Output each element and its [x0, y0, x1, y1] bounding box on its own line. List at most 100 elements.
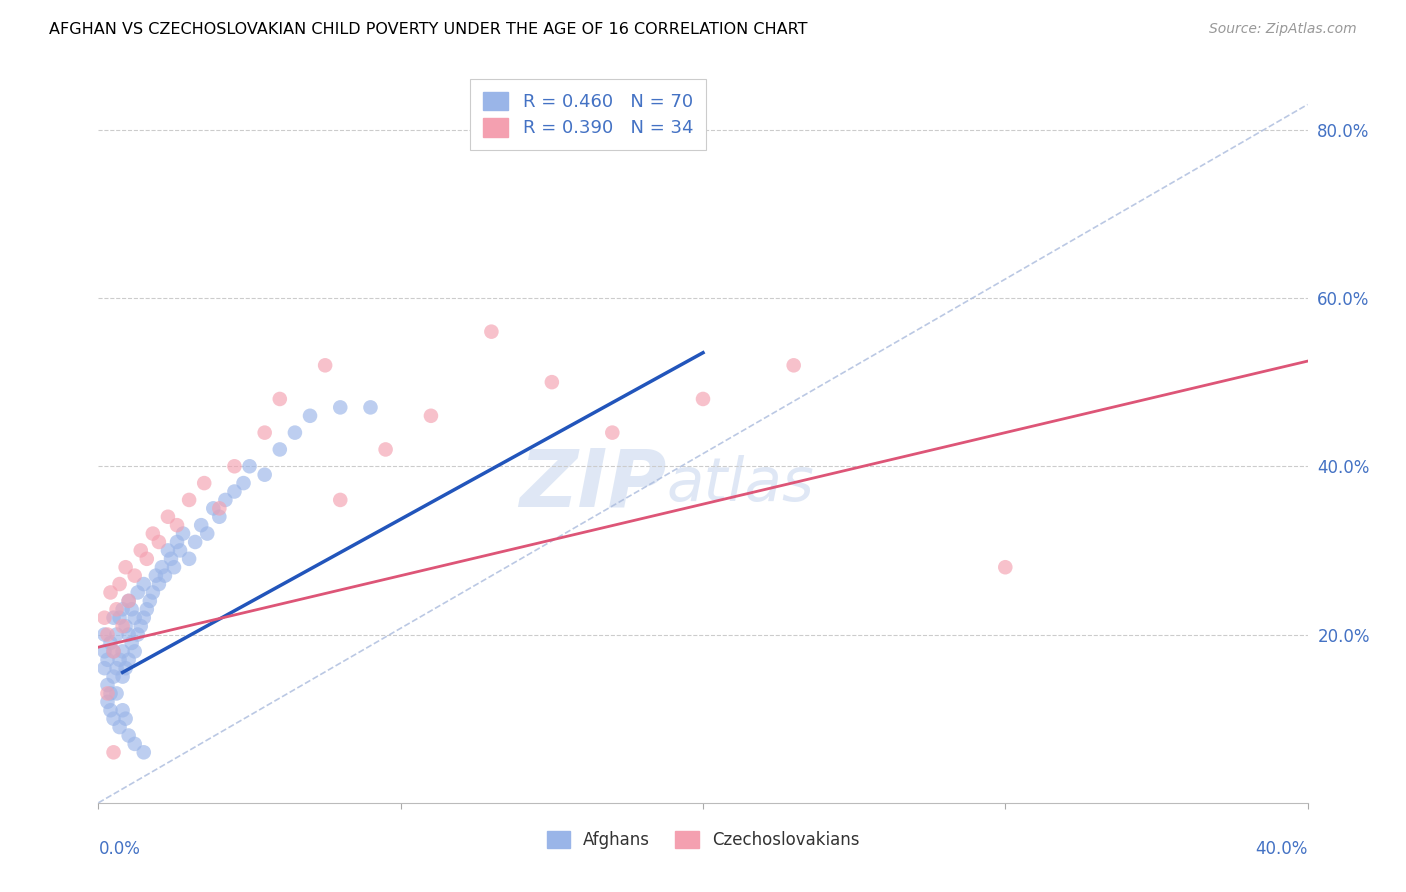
Point [103, 644, 125, 658]
Point [420, 409, 443, 423]
Point [163, 560, 186, 574]
Point [103, 644, 125, 658]
Point [602, 425, 624, 440]
Point [169, 543, 191, 558]
Point [108, 653, 131, 667]
Text: atlas: atlas [666, 455, 814, 514]
Point [360, 401, 382, 415]
Point [93, 610, 115, 624]
Point [481, 325, 503, 339]
Point [184, 535, 207, 549]
Point [132, 745, 155, 759]
Point [111, 644, 134, 658]
Point [224, 459, 246, 474]
Point [103, 712, 125, 726]
Point [100, 585, 122, 599]
Point [96, 686, 118, 700]
Point [129, 619, 152, 633]
Point [135, 551, 157, 566]
Point [692, 392, 714, 406]
Point [108, 610, 131, 624]
Point [156, 543, 179, 558]
Point [118, 627, 141, 641]
Point [329, 401, 352, 415]
Point [153, 568, 176, 582]
Point [208, 509, 231, 524]
Point [156, 509, 179, 524]
Text: AFGHAN VS CZECHOSLOVAKIAN CHILD POVERTY UNDER THE AGE OF 16 CORRELATION CHART: AFGHAN VS CZECHOSLOVAKIAN CHILD POVERTY … [49, 22, 807, 37]
Point [96, 627, 118, 641]
Point [129, 543, 152, 558]
Point [142, 585, 165, 599]
Point [132, 610, 155, 624]
Point [142, 526, 165, 541]
Point [100, 636, 122, 650]
Point [239, 459, 262, 474]
Point [124, 644, 146, 658]
Point [783, 359, 806, 373]
Point [124, 610, 146, 624]
Point [208, 501, 231, 516]
Point [118, 653, 141, 667]
Point [93, 661, 115, 675]
Point [111, 703, 134, 717]
Point [121, 602, 143, 616]
Point [166, 535, 188, 549]
Point [96, 678, 118, 692]
Point [284, 425, 307, 440]
Point [202, 501, 225, 516]
Point [93, 627, 115, 641]
Text: ZIP: ZIP [519, 445, 666, 524]
Point [166, 518, 188, 533]
Point [118, 729, 141, 743]
Point [124, 737, 146, 751]
Point [299, 409, 322, 423]
Point [148, 577, 170, 591]
Point [179, 492, 201, 507]
Point [994, 560, 1017, 574]
Point [132, 577, 155, 591]
Point [150, 560, 173, 574]
Point [100, 686, 122, 700]
Point [103, 610, 125, 624]
Point [93, 644, 115, 658]
Text: 40.0%: 40.0% [1256, 840, 1308, 858]
Point [127, 585, 149, 599]
Text: Source: ZipAtlas.com: Source: ZipAtlas.com [1209, 22, 1357, 37]
Point [118, 594, 141, 608]
Point [111, 619, 134, 633]
Point [195, 526, 218, 541]
Point [108, 720, 131, 734]
Point [114, 560, 136, 574]
Point [139, 594, 162, 608]
Point [145, 568, 167, 582]
Point [100, 703, 122, 717]
Point [135, 602, 157, 616]
Point [105, 602, 128, 616]
Point [374, 442, 396, 457]
Point [148, 535, 170, 549]
Point [124, 568, 146, 582]
Point [105, 686, 128, 700]
Point [105, 627, 128, 641]
Point [190, 518, 212, 533]
Point [269, 392, 291, 406]
Point [114, 661, 136, 675]
Point [253, 425, 276, 440]
Point [111, 670, 134, 684]
Legend: Afghans, Czechoslovakians: Afghans, Czechoslovakians [534, 820, 872, 861]
Point [114, 712, 136, 726]
Point [111, 602, 134, 616]
Point [121, 636, 143, 650]
Point [118, 594, 141, 608]
Point [103, 670, 125, 684]
Point [103, 745, 125, 759]
Point [224, 484, 246, 499]
Point [172, 526, 194, 541]
Point [314, 359, 336, 373]
Point [232, 476, 254, 491]
Point [329, 492, 352, 507]
Point [108, 577, 131, 591]
Text: 0.0%: 0.0% [98, 840, 141, 858]
Point [160, 551, 183, 566]
